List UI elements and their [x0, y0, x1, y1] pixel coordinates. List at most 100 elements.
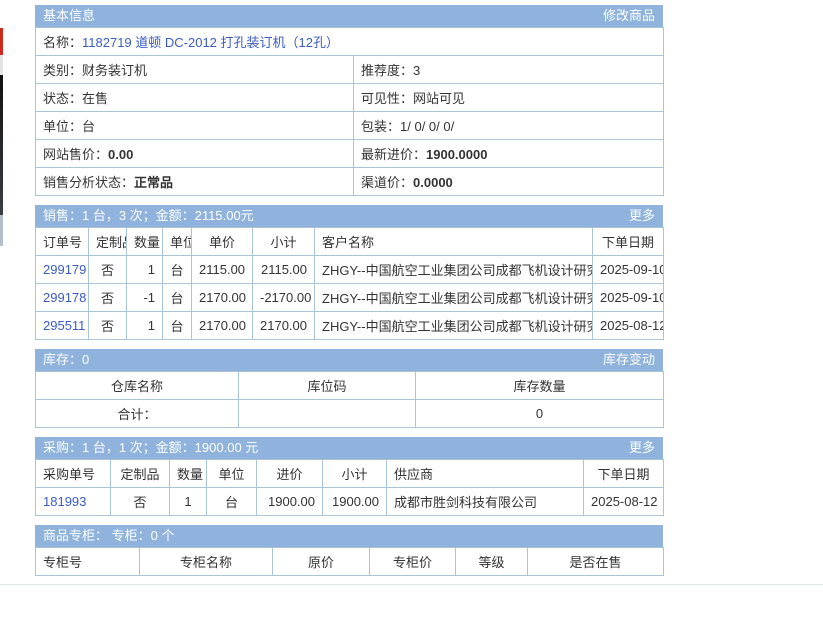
order-link[interactable]: 299178 [43, 290, 87, 305]
sales-header: 销售：1 台，3 次；金额：2115.00元 更多 [35, 205, 663, 227]
counters-title: 商品专柜： 专柜：0 个 [43, 528, 175, 543]
info-row: 类别：财务装订机 推荐度：3 [35, 55, 665, 84]
visibility-label: 可见性： [361, 91, 414, 106]
strip-light-segment [0, 55, 3, 75]
cell-subtotal: 2115.00 [252, 255, 315, 284]
col-warehouse-name: 仓库名称 [35, 371, 239, 400]
col-date: 下单日期 [592, 227, 664, 256]
category-cell: 类别：财务装订机 [35, 55, 354, 84]
col-custom: 定制品 [88, 227, 127, 256]
col-price: 单价 [191, 227, 253, 256]
col-order-no: 订单号 [35, 227, 89, 256]
cell-customer: ZHGY--中国航空工业集团公司成都飞机设计研究所 [314, 311, 593, 340]
sales-table: 订单号 定制品 数量 单位 单价 小计 客户名称 下单日期 299179 否 1… [35, 227, 664, 340]
web-price-value: 0.00 [108, 147, 134, 162]
inventory-title: 库存：0 [43, 352, 90, 367]
info-row: 销售分析状态：正常品 渠道价：0.0000 [35, 167, 665, 196]
sales-header-row: 订单号 定制品 数量 单位 单价 小计 客户名称 下单日期 [35, 227, 664, 256]
cell-po-no: 181993 [35, 487, 111, 516]
sales-analysis-cell: 销售分析状态：正常品 [35, 167, 354, 196]
cell-date: 2025-09-10 [592, 283, 664, 312]
col-unit: 单位 [206, 459, 257, 488]
po-link[interactable]: 181993 [43, 494, 87, 509]
col-subtotal: 小计 [322, 459, 387, 488]
cell-price: 2170.00 [191, 283, 253, 312]
counters-header: 商品专柜： 专柜：0 个 [35, 525, 663, 547]
order-link[interactable]: 295511 [43, 318, 86, 333]
web-price-label: 网站售价： [43, 147, 109, 162]
cell-price: 2115.00 [191, 255, 253, 284]
sales-row: 299178 否 -1 台 2170.00 -2170.00 ZHGY--中国航… [35, 283, 664, 312]
col-customer: 客户名称 [314, 227, 593, 256]
visibility-value: 网站可见 [413, 91, 466, 106]
latest-cost-value: 1900.0000 [426, 147, 488, 162]
latest-cost-cell: 最新进价：1900.0000 [352, 139, 665, 168]
purchase-title: 采购：1 台，1 次；金额：1900.00 元 [43, 440, 259, 455]
col-original-price: 原价 [272, 547, 370, 576]
order-link[interactable]: 299179 [43, 262, 87, 277]
cell-order-no: 295511 [35, 311, 89, 340]
info-row: 网站售价：0.00 最新进价：1900.0000 [35, 139, 665, 168]
left-edge-image-strip [0, 28, 3, 246]
edit-product-link[interactable]: 修改商品 [602, 8, 655, 23]
cell-location-code [238, 399, 416, 428]
purchase-header-row: 采购单号 定制品 数量 单位 进价 小计 供应商 下单日期 [35, 459, 664, 488]
main-content: 基本信息 修改商品 名称：1182719 道顿 DC-2012 打孔装订机（12… [34, 5, 665, 585]
cell-customer: ZHGY--中国航空工业集团公司成都飞机设计研究所 [314, 255, 593, 284]
purchase-row: 181993 否 1 台 1900.00 1900.00 成都市胜剑科技有限公司… [35, 487, 664, 516]
cell-qty: 1 [126, 255, 163, 284]
basic-info-table: 名称：1182719 道顿 DC-2012 打孔装订机（12孔） 类别：财务装订… [34, 27, 665, 196]
col-unit: 单位 [162, 227, 192, 256]
inventory-table: 仓库名称 库位码 库存数量 合计： 0 [35, 371, 664, 428]
sales-row: 295511 否 1 台 2170.00 2170.00 ZHGY--中国航空工… [35, 311, 664, 340]
inventory-changes-link[interactable]: 库存变动 [602, 352, 655, 367]
cell-subtotal: -2170.00 [252, 283, 315, 312]
status-value: 在售 [82, 91, 109, 106]
purchase-section: 采购：1 台，1 次；金额：1900.00 元 更多 采购单号 定制品 数量 单… [35, 437, 664, 516]
cell-unit: 台 [162, 255, 192, 284]
basic-info-title: 基本信息 [43, 8, 96, 23]
cell-qty: 1 [126, 311, 163, 340]
name-cell: 名称：1182719 道顿 DC-2012 打孔装订机（12孔） [34, 27, 665, 56]
visibility-cell: 可见性：网站可见 [352, 83, 665, 112]
product-name-link[interactable]: 1182719 道顿 DC-2012 打孔装订机（12孔） [82, 35, 339, 50]
package-cell: 包装：1/ 0/ 0/ 0/ [352, 111, 665, 140]
purchase-table: 采购单号 定制品 数量 单位 进价 小计 供应商 下单日期 181993 否 1… [35, 459, 664, 516]
cell-supplier: 成都市胜剑科技有限公司 [386, 487, 584, 516]
category-value: 财务装订机 [82, 63, 148, 78]
inventory-total-row: 合计： 0 [35, 399, 664, 428]
cell-unit: 台 [162, 283, 192, 312]
sales-row: 299179 否 1 台 2115.00 2115.00 ZHGY--中国航空工… [35, 255, 664, 284]
sales-analysis-label: 销售分析状态： [43, 175, 135, 190]
cell-cost: 1900.00 [256, 487, 323, 516]
channel-price-cell: 渠道价：0.0000 [352, 167, 665, 196]
recommend-cell: 推荐度：3 [352, 55, 665, 84]
cell-date: 2025-08-12 [592, 311, 664, 340]
col-supplier: 供应商 [386, 459, 584, 488]
cell-stock-qty: 0 [415, 399, 664, 428]
unit-cell: 单位：台 [35, 111, 354, 140]
package-value: 1/ 0/ 0/ 0/ [400, 119, 455, 134]
purchase-more-link[interactable]: 更多 [628, 440, 655, 455]
cell-custom: 否 [110, 487, 170, 516]
name-label: 名称： [43, 35, 83, 50]
cell-custom: 否 [88, 311, 127, 340]
channel-price-value: 0.0000 [413, 175, 453, 190]
col-qty: 数量 [169, 459, 207, 488]
purchase-header: 采购：1 台，1 次；金额：1900.00 元 更多 [35, 437, 663, 459]
latest-cost-label: 最新进价： [361, 147, 427, 162]
strip-dark-segment [0, 75, 3, 215]
counters-table: 专柜号 专柜名称 原价 专柜价 等级 是否在售 [35, 547, 664, 576]
cell-date: 2025-09-10 [592, 255, 664, 284]
unit-value: 台 [82, 119, 96, 134]
cell-total-label: 合计： [35, 399, 239, 428]
sales-more-link[interactable]: 更多 [628, 208, 655, 223]
col-po-no: 采购单号 [35, 459, 111, 488]
channel-price-label: 渠道价： [361, 175, 414, 190]
cell-subtotal: 1900.00 [322, 487, 387, 516]
package-label: 包装： [361, 119, 401, 134]
strip-red-segment [0, 28, 3, 55]
strip-gray-segment [0, 215, 3, 246]
col-counter-no: 专柜号 [35, 547, 140, 576]
status-cell: 状态：在售 [35, 83, 354, 112]
